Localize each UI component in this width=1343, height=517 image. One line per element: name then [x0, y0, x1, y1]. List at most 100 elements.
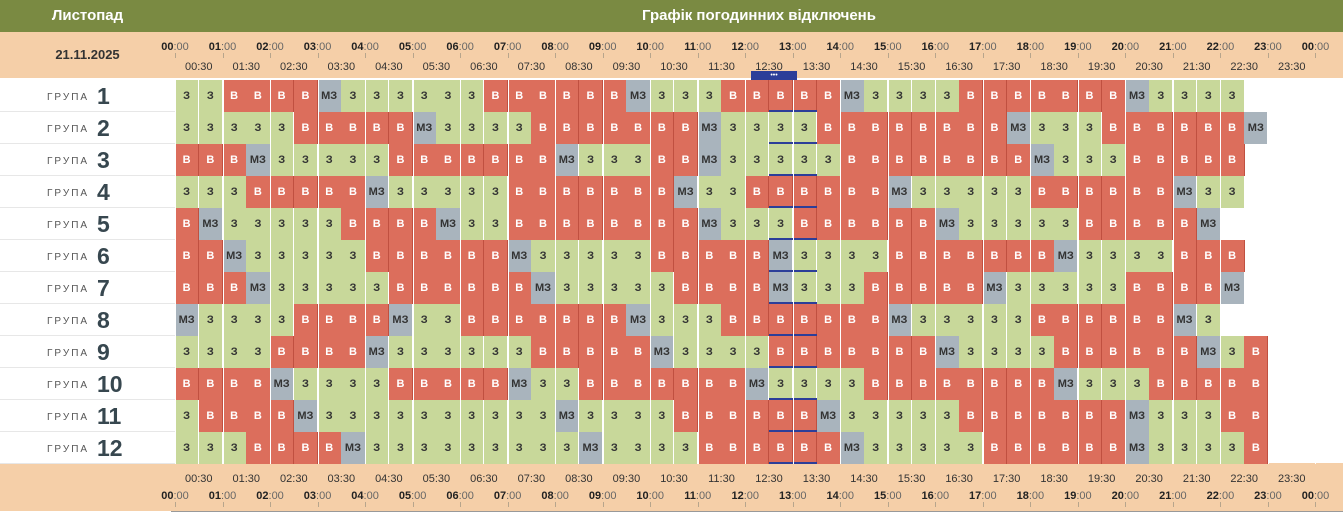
- schedule-cell: В: [293, 176, 319, 208]
- current-time-marker: •••: [751, 71, 797, 80]
- hour-tick: [1030, 53, 1032, 58]
- hour-suffix: :00: [220, 490, 237, 502]
- schedule-cell: З: [246, 304, 271, 336]
- schedule-cell: З: [769, 144, 794, 176]
- hour-label-top: 12:00: [731, 41, 759, 53]
- group-label: ГРУПА 11: [0, 400, 175, 432]
- schedule-cell: В: [1077, 208, 1103, 240]
- schedule-cell: З: [959, 208, 984, 240]
- half-hour-label-bottom: 01:30: [232, 473, 261, 485]
- hour-value: 17: [969, 490, 982, 502]
- hour-label-bottom: 14:00: [826, 490, 854, 502]
- hour-suffix: :00: [458, 490, 474, 502]
- schedule-cell: В: [935, 112, 960, 144]
- hour-value: 19: [1064, 41, 1077, 53]
- schedule-cell: В: [840, 208, 865, 240]
- horizontal-scrollbar[interactable]: [171, 511, 1343, 517]
- schedule-cell: МЗ: [293, 400, 319, 432]
- half-hour-label-top: 17:30: [992, 61, 1021, 73]
- schedule-cell: В: [175, 272, 200, 304]
- schedule-cell: В: [1125, 144, 1150, 176]
- schedule-cell: З: [1101, 240, 1126, 272]
- hour-value: 01: [208, 41, 221, 53]
- schedule-cell: В: [341, 208, 366, 240]
- schedule-cell: В: [602, 176, 627, 208]
- schedule-cell: З: [887, 80, 913, 112]
- hour-value: 06: [446, 41, 459, 53]
- half-hour-label-top: 08:30: [565, 61, 593, 73]
- schedule-cell: В: [531, 144, 556, 176]
- schedule-cell: З: [412, 432, 437, 464]
- schedule-cell: В: [507, 272, 532, 304]
- schedule-cell: МЗ: [555, 400, 580, 432]
- schedule-cell: В: [246, 400, 271, 432]
- schedule-cell: В: [887, 368, 913, 400]
- half-hour-label-bottom: 11:30: [708, 473, 735, 485]
- hour-divider: [792, 80, 794, 464]
- schedule-cell: В: [1125, 272, 1150, 304]
- group-word: ГРУПА: [47, 444, 90, 455]
- schedule-cell: В: [1125, 304, 1150, 336]
- schedule-cell: В: [1220, 400, 1245, 432]
- hour-suffix: :00: [933, 41, 950, 53]
- group-number: 11: [97, 403, 122, 429]
- schedule-cell: В: [745, 240, 770, 272]
- schedule-cell: З: [626, 144, 651, 176]
- schedule-cell: З: [317, 272, 342, 304]
- schedule-cell: В: [1220, 144, 1245, 176]
- schedule-cell: В: [673, 208, 699, 240]
- schedule-cell: В: [1006, 368, 1031, 400]
- schedule-cell: З: [1220, 80, 1245, 112]
- schedule-cell: З: [840, 272, 865, 304]
- group-number: 9: [97, 339, 110, 365]
- schedule-cell: З: [721, 176, 746, 208]
- hour-tick: [840, 53, 842, 58]
- schedule-cell: В: [412, 368, 437, 400]
- hour-divider: [840, 80, 842, 464]
- schedule-cell: З: [982, 208, 1008, 240]
- date-label: 21.11.2025: [55, 47, 120, 62]
- group-label: ГРУПА 7: [0, 272, 175, 304]
- schedule-cell: В: [982, 112, 1008, 144]
- group-number: 10: [97, 371, 123, 397]
- schedule-cell: З: [1077, 144, 1103, 176]
- schedule-cell: В: [1149, 336, 1174, 368]
- schedule-cell: В: [792, 432, 817, 464]
- schedule-cell: В: [388, 112, 414, 144]
- half-hour-label-bottom: 04:30: [375, 473, 403, 485]
- schedule-cell: В: [388, 368, 414, 400]
- schedule-cell: В: [578, 368, 604, 400]
- schedule-cell: В: [911, 144, 936, 176]
- schedule-cell: З: [1006, 336, 1031, 368]
- hour-divider: [222, 80, 224, 464]
- schedule-cell: В: [175, 368, 200, 400]
- schedule-cell: З: [531, 400, 556, 432]
- schedule-cell: З: [222, 304, 247, 336]
- hour-value: 07: [493, 41, 507, 53]
- schedule-cell: В: [721, 240, 746, 272]
- schedule-cell: В: [935, 240, 960, 272]
- group-number: 12: [97, 435, 123, 461]
- hour-suffix: :00: [1266, 41, 1282, 53]
- schedule-cell: МЗ: [697, 208, 722, 240]
- hour-label-top: 08:00: [541, 41, 569, 53]
- schedule-cell: МЗ: [1054, 240, 1079, 272]
- hour-tick: [270, 502, 272, 507]
- schedule-cell: В: [602, 304, 627, 336]
- schedule-cell: В: [1172, 112, 1198, 144]
- group-label: ГРУПА 2: [0, 112, 175, 144]
- hour-tick: [745, 53, 747, 58]
- half-hour-label-bottom: 02:30: [280, 473, 308, 485]
- half-hour-label-top: 10:30: [660, 61, 688, 73]
- hour-label-bottom: 18:00: [1017, 490, 1045, 502]
- schedule-cell: В: [1006, 400, 1031, 432]
- schedule-cell: В: [959, 240, 984, 272]
- hour-label-top: 23:00: [1254, 41, 1282, 53]
- schedule-cell: З: [673, 80, 699, 112]
- schedule-cell: В: [1030, 80, 1055, 112]
- hour-tick: [887, 53, 889, 58]
- schedule-cell: З: [816, 272, 841, 304]
- schedule-cell: В: [650, 368, 675, 400]
- schedule-cell: З: [412, 336, 437, 368]
- schedule-cell: З: [175, 176, 200, 208]
